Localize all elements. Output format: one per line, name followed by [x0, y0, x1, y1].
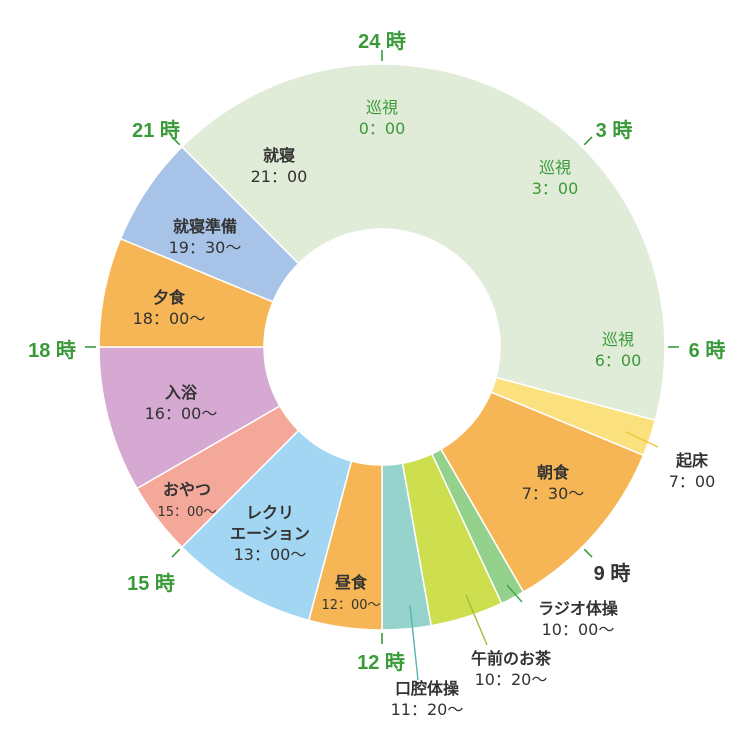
slice-11 — [119, 145, 300, 303]
hour-labels: 24 時 3 時 6 時 9 時 12 時 15 時 18 時 21 時 — [28, 29, 725, 674]
segment-label-11: 就寝準備 19：30〜 — [169, 217, 242, 257]
hour-tick-15 — [171, 548, 181, 558]
hour-label-18: 18 時 — [28, 338, 76, 362]
segment-label-7: レクリエーション 13：00〜 — [230, 503, 310, 564]
leader-line-3 — [409, 604, 419, 681]
hour-tick-21 — [171, 136, 181, 146]
segment-label-2: 朝食 7：30〜 — [522, 463, 585, 503]
segment-label-5: 口腔体操 11：20〜 — [391, 679, 464, 719]
hour-label-3: 3 時 — [596, 118, 633, 142]
annotation-0: 巡視 0：00 — [359, 98, 406, 138]
leader-line-1 — [506, 584, 523, 603]
hour-label-0: 24 時 — [358, 29, 406, 53]
segment-label-1: 起床 7：00 — [669, 451, 716, 491]
segment-label-6: 昼食 12：00〜 — [321, 573, 380, 613]
leader-line-0 — [625, 431, 659, 448]
leader-lines — [409, 431, 659, 681]
annotation-2: 巡視 6：00 — [595, 330, 642, 370]
hour-tick-9 — [583, 548, 593, 558]
annotation-1: 巡視 3：00 — [532, 158, 579, 198]
donut-slices — [98, 63, 666, 631]
hour-label-9: 9 時 — [594, 561, 631, 585]
segment-labels: 就寝 21：00 起床 7：00 朝食 7：30〜ラジオ体操 10：00〜午前のお茶 10：2… — [133, 98, 716, 719]
segment-label-4: 午前のお茶 10：20〜 — [471, 649, 552, 689]
slice-2 — [439, 391, 645, 594]
hour-label-21: 21 時 — [132, 118, 180, 142]
leader-line-2 — [465, 594, 488, 646]
slice-0 — [180, 63, 666, 422]
segment-label-9: 入浴 16：00〜 — [145, 383, 218, 423]
segment-label-3: ラジオ体操 10：00〜 — [538, 599, 619, 639]
hour-tick-3 — [583, 136, 593, 146]
hour-label-12: 12 時 — [357, 650, 405, 674]
hour-label-15: 15 時 — [127, 571, 175, 595]
segment-label-10: 夕食 18：00〜 — [133, 288, 206, 328]
segment-label-8: おやつ 15：00〜 — [157, 480, 216, 520]
hour-label-6: 6 時 — [689, 338, 726, 362]
hour-ticks — [85, 50, 679, 644]
segment-label-0: 就寝 21：00 — [251, 146, 308, 186]
